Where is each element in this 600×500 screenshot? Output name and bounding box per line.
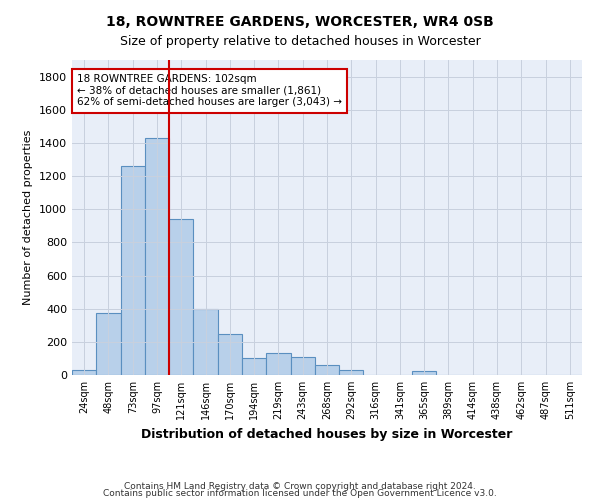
Bar [72,370,96,375]
X-axis label: Distribution of detached houses by size in Worcester: Distribution of detached houses by size … [142,428,512,440]
Bar [145,138,169,375]
Bar [218,334,242,375]
Bar [315,365,339,375]
Text: 18 ROWNTREE GARDENS: 102sqm
← 38% of detached houses are smaller (1,861)
62% of : 18 ROWNTREE GARDENS: 102sqm ← 38% of det… [77,74,342,108]
Bar [412,371,436,375]
Bar [193,308,218,375]
Bar [121,166,145,375]
Text: Contains public sector information licensed under the Open Government Licence v3: Contains public sector information licen… [103,489,497,498]
Bar [266,352,290,375]
Bar [290,357,315,375]
Bar [169,219,193,375]
Text: Contains HM Land Registry data © Crown copyright and database right 2024.: Contains HM Land Registry data © Crown c… [124,482,476,491]
Bar [96,313,121,375]
Text: Size of property relative to detached houses in Worcester: Size of property relative to detached ho… [119,35,481,48]
Bar [242,358,266,375]
Text: 18, ROWNTREE GARDENS, WORCESTER, WR4 0SB: 18, ROWNTREE GARDENS, WORCESTER, WR4 0SB [106,15,494,29]
Bar [339,370,364,375]
Y-axis label: Number of detached properties: Number of detached properties [23,130,34,305]
